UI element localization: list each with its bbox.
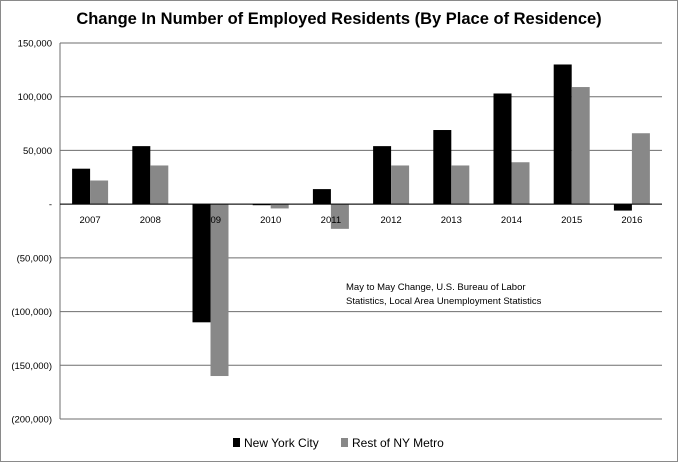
bar-rest-of-metro-2007	[90, 180, 109, 205]
bar-nyc-2012	[373, 146, 392, 205]
y-tick-label: 100,000	[18, 92, 52, 103]
x-tick-label: 2008	[140, 215, 161, 226]
y-tick-label: (200,000)	[11, 415, 52, 426]
y-tick-label: (100,000)	[11, 307, 52, 318]
annotation-line: May to May Change, U.S. Bureau of Labor	[346, 282, 526, 293]
bar-nyc-2008	[132, 146, 151, 205]
legend-label: Rest of NY Metro	[352, 436, 444, 450]
x-tick-label: 2007	[80, 215, 101, 226]
x-tick-label: 2015	[561, 215, 582, 226]
legend-swatch	[341, 438, 348, 447]
bar-nyc-2013	[433, 130, 452, 205]
bar-nyc-2016	[613, 204, 632, 211]
legend-swatch	[233, 438, 240, 447]
annotation-line: Statistics, Local Area Unemployment Stat…	[346, 296, 542, 307]
bar-rest-of-metro-2012	[391, 165, 410, 205]
x-tick-label: 2016	[621, 215, 642, 226]
chart-title: Change In Number of Employed Residents (…	[76, 10, 602, 28]
y-tick-label: (50,000)	[17, 253, 52, 264]
y-tick-label: 50,000	[23, 146, 52, 157]
x-tick-label: 2011	[321, 215, 341, 226]
bar-rest-of-metro-2015	[571, 87, 590, 205]
x-tick-label: 2013	[441, 215, 462, 226]
bar-rest-of-metro-2010	[270, 204, 289, 209]
bar-nyc-2009	[192, 204, 211, 323]
bar-rest-of-metro-2014	[511, 162, 530, 205]
bar-nyc-2007	[72, 168, 91, 205]
bar-rest-of-metro-2013	[451, 165, 470, 205]
x-tick-labels: 2007 2008 2009 2010 2011 2012 2013 2014 2015 2016	[80, 215, 643, 226]
x-tick-label: 2010	[260, 215, 281, 226]
axes	[59, 43, 662, 419]
bar-rest-of-metro-2011	[330, 204, 349, 229]
x-tick-label: 2009	[200, 215, 221, 226]
bar-nyc-2011	[312, 189, 331, 205]
y-tick-label: (150,000)	[11, 361, 52, 372]
legend: New York City Rest of NY Metro	[233, 436, 444, 450]
bar-rest-of-metro-2016	[631, 133, 650, 205]
bar-rest-of-metro-2008	[150, 165, 169, 205]
y-tick-labels: 150,000 100,000 50,000 - (50,000) (100,000) (1…	[11, 39, 52, 426]
x-tick-label: 2012	[381, 215, 402, 226]
y-tick-label: 150,000	[18, 39, 52, 50]
x-tick-label: 2014	[501, 215, 522, 226]
bar-nyc-2014	[493, 93, 512, 205]
bar-nyc-2010	[252, 204, 271, 206]
bars	[72, 64, 650, 377]
y-tick-label: -	[49, 200, 52, 211]
bar-nyc-2015	[553, 64, 572, 205]
legend-label: New York City	[244, 436, 319, 450]
bar-rest-of-metro-2009	[210, 204, 229, 377]
annotation: May to May Change, U.S. Bureau of Labor S…	[346, 282, 542, 307]
